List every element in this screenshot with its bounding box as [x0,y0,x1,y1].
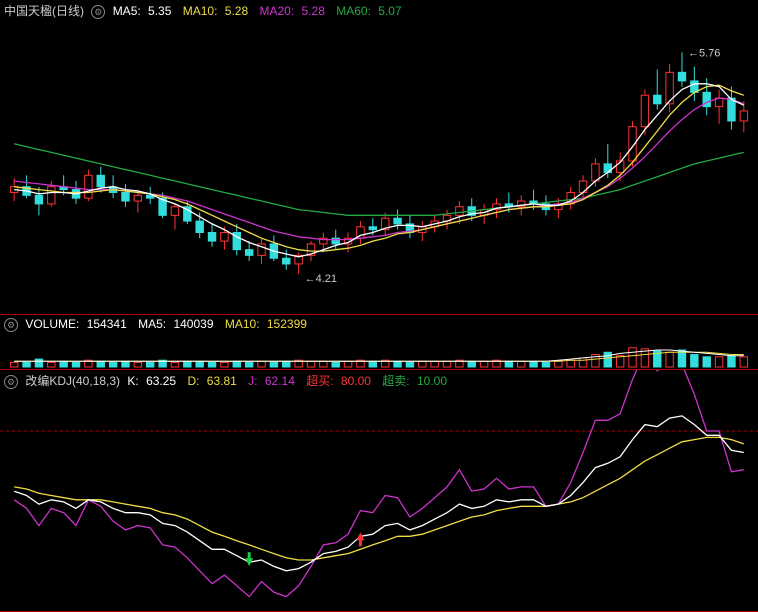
kdj-chart[interactable] [0,370,758,611]
stock-title: 中国天楹(日线) [4,4,84,18]
svg-text:←5.76: ←5.76 [688,47,720,59]
gear-icon[interactable]: ⚙ [4,318,18,332]
volume-header: ⚙ VOLUME: 154341 MA5: 140039 MA10: 15239… [4,317,315,332]
price-chart-panel[interactable]: 中国天楹(日线) ⚙ MA5: 5.35 MA10: 5.28 MA20: 5.… [0,0,758,315]
gear-icon[interactable]: ⚙ [4,375,18,389]
svg-text:←4.21: ←4.21 [305,273,337,285]
volume-chart-panel[interactable]: ⚙ VOLUME: 154341 MA5: 140039 MA10: 15239… [0,315,758,370]
kdj-header: ⚙ 改编KDJ(40,18,3) K: 63.25 D: 63.81 J: 62… [4,372,455,389]
price-header: 中国天楹(日线) ⚙ MA5: 5.35 MA10: 5.28 MA20: 5.… [4,2,410,19]
kdj-chart-panel[interactable]: ⚙ 改编KDJ(40,18,3) K: 63.25 D: 63.81 J: 62… [0,370,758,612]
gear-icon[interactable]: ⚙ [91,5,105,19]
price-chart[interactable]: ←5.76 ←4.21 [0,0,758,314]
